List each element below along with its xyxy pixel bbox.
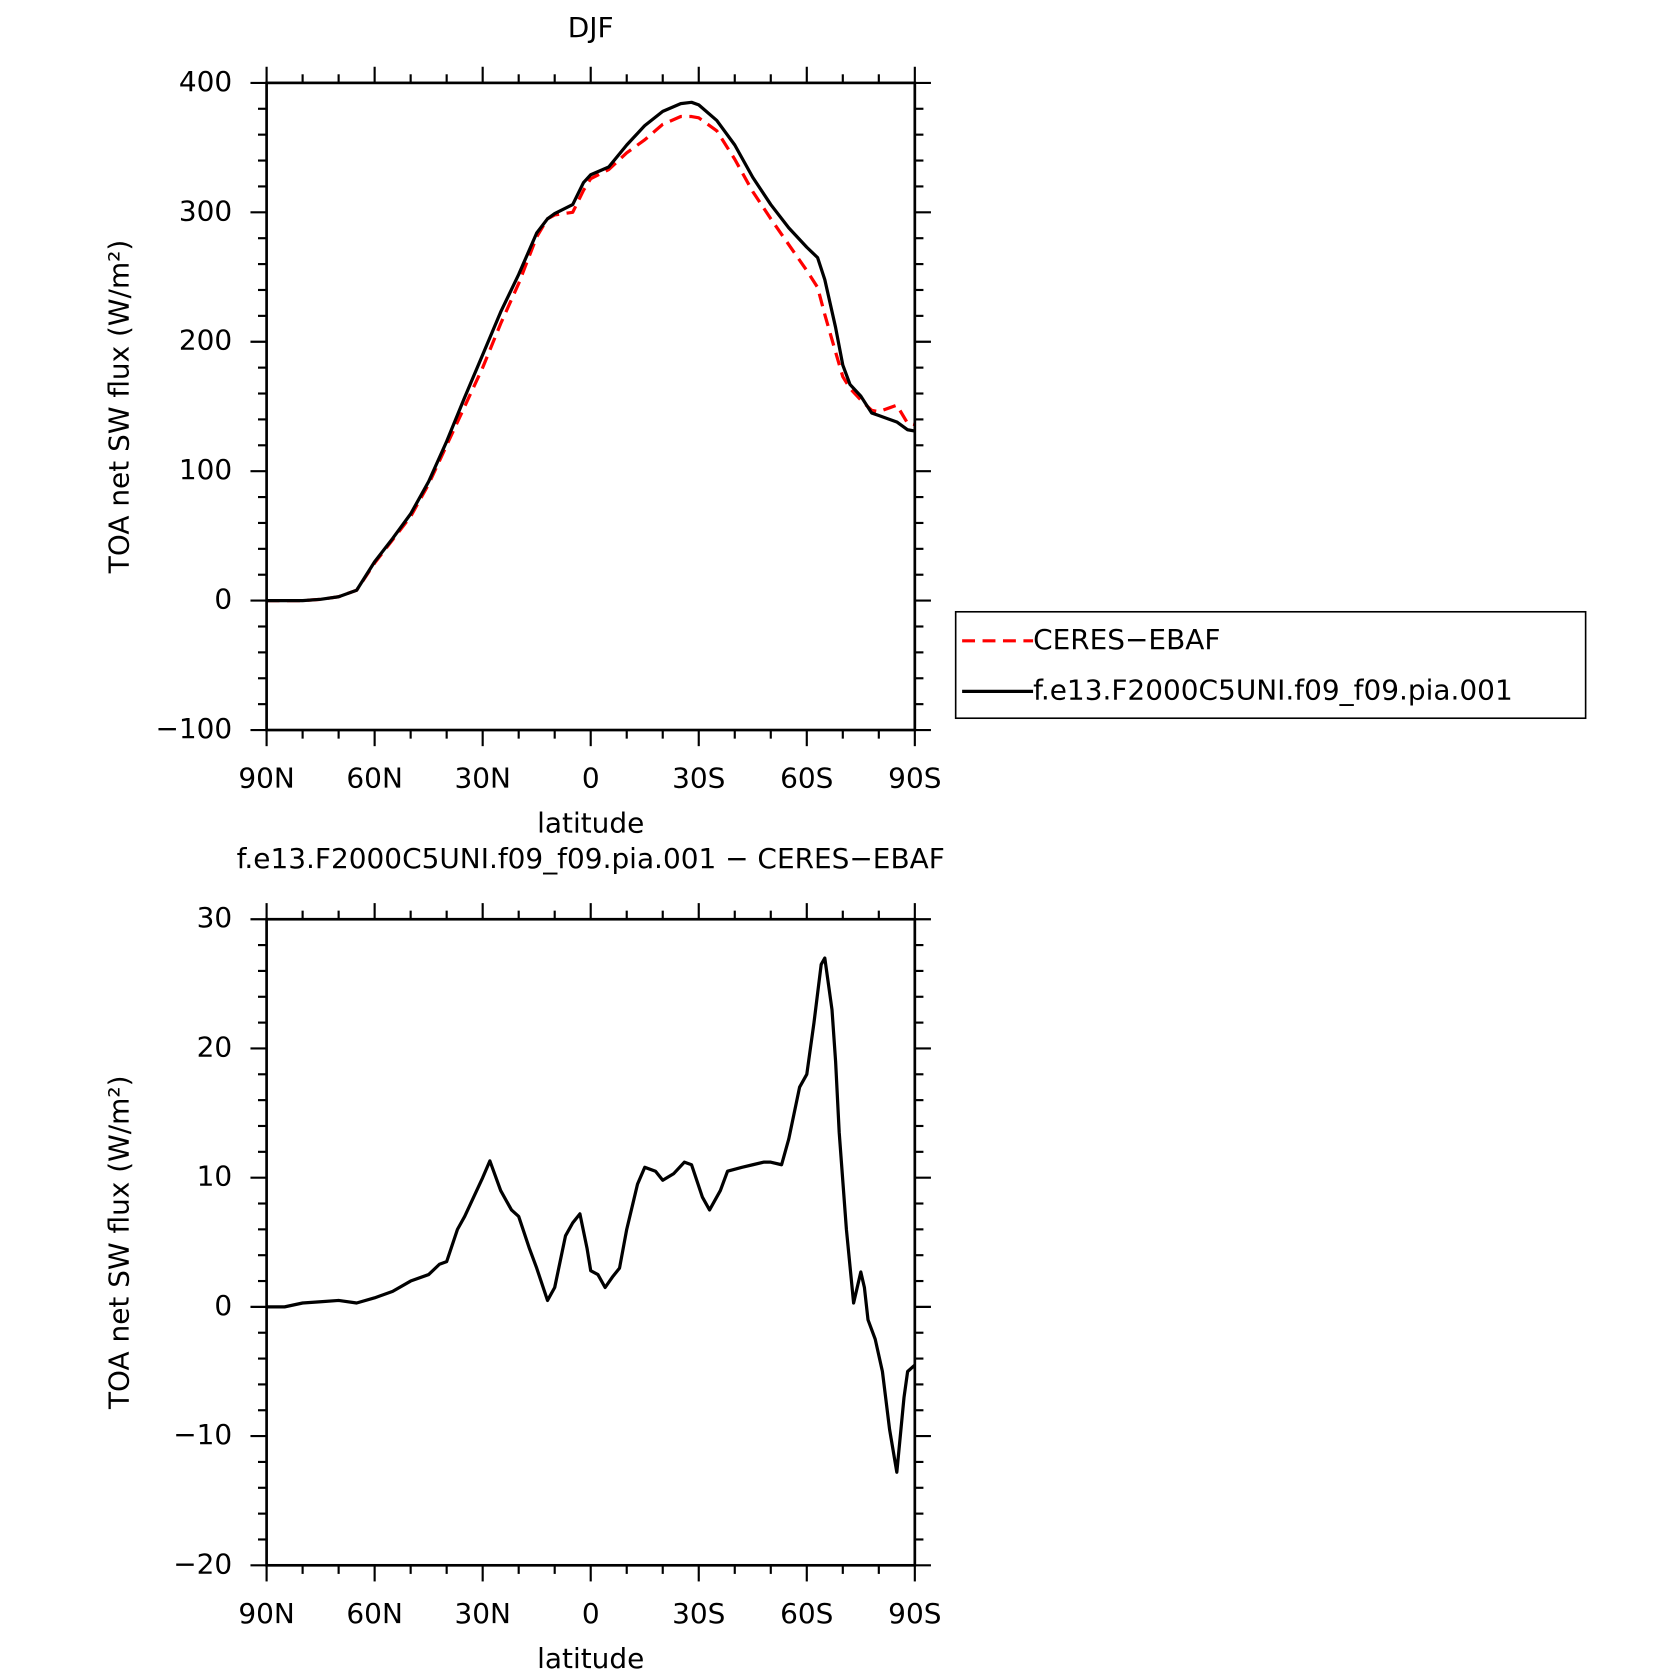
legend-label: f.e13.F2000C5UNI.f09_f09.pia.001 xyxy=(1033,673,1513,706)
y-tick-label: 300 xyxy=(179,194,232,227)
x-tick-label: 0 xyxy=(582,1597,600,1630)
x-axis-label: latitude xyxy=(537,807,644,840)
y-tick-label: 10 xyxy=(197,1160,233,1193)
x-tick-label: 60N xyxy=(346,1597,402,1630)
x-tick-label: 90N xyxy=(238,761,294,794)
legend-label: CERES−EBAF xyxy=(1033,623,1220,656)
x-tick-label: 60S xyxy=(780,1597,833,1630)
y-tick-label: −20 xyxy=(173,1547,232,1580)
y-tick-label: 20 xyxy=(197,1030,233,1063)
data-line xyxy=(266,956,916,1474)
y-tick-label: −10 xyxy=(173,1418,232,1451)
data-line xyxy=(266,100,916,603)
x-tick-label: 30S xyxy=(672,1597,725,1630)
y-tick-label: −100 xyxy=(155,712,232,745)
chart-title: f.e13.F2000C5UNI.f09_f09.pia.001 − CERES… xyxy=(237,842,945,875)
x-tick-label: 30N xyxy=(454,1597,510,1630)
data-line xyxy=(266,114,916,603)
x-tick-label: 60N xyxy=(346,761,402,794)
x-tick-label: 90S xyxy=(888,761,941,794)
x-tick-label: 90S xyxy=(888,1597,941,1630)
x-tick-label: 60S xyxy=(780,761,833,794)
plot-frame xyxy=(265,917,917,1567)
x-tick-label: 90N xyxy=(238,1597,294,1630)
x-tick-label: 0 xyxy=(582,761,600,794)
x-tick-label: 30N xyxy=(454,761,510,794)
plot-frame xyxy=(265,81,917,732)
y-tick-label: 100 xyxy=(179,453,232,486)
y-tick-label: 400 xyxy=(179,65,232,98)
y-tick-label: 0 xyxy=(214,583,232,616)
y-tick-label: 30 xyxy=(197,901,233,934)
y-axis-label: TOA net SW flux (W/m²) xyxy=(102,240,135,575)
legend-box xyxy=(954,610,1587,720)
y-axis-label: TOA net SW flux (W/m²) xyxy=(102,1076,135,1411)
x-tick-label: 30S xyxy=(672,761,725,794)
x-axis-label: latitude xyxy=(537,1642,644,1674)
y-tick-label: 200 xyxy=(179,324,232,357)
chart-title: DJF xyxy=(568,11,614,44)
y-tick-label: 0 xyxy=(214,1289,232,1322)
